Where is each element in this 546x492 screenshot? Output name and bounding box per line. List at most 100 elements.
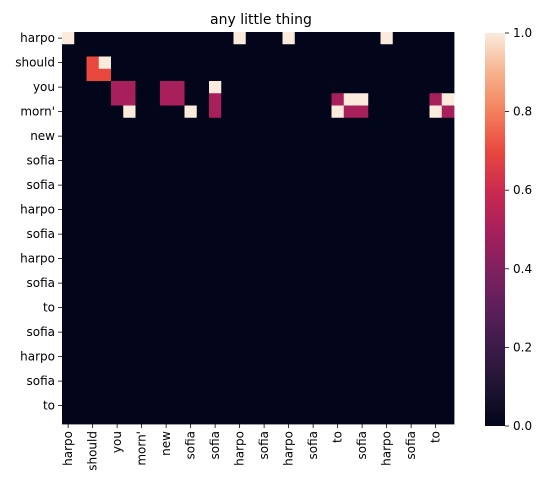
- heatmap-cell: [294, 326, 308, 339]
- heatmap-cell: [123, 387, 136, 400]
- heatmap-cell: [368, 228, 381, 241]
- heatmap-cell: [343, 240, 357, 253]
- heatmap-cell: [184, 240, 198, 253]
- heatmap-cell: [319, 350, 332, 364]
- heatmap-cell: [172, 130, 185, 143]
- heatmap-cell: [392, 228, 406, 241]
- heatmap-cell: [160, 93, 173, 106]
- heatmap-cell: [307, 277, 320, 290]
- heatmap-cell: [147, 93, 161, 106]
- heatmap-cell: [282, 301, 296, 315]
- heatmap-cell: [196, 375, 210, 388]
- heatmap-cell: [147, 326, 161, 339]
- heatmap-cell: [233, 313, 247, 327]
- heatmap-cell: [270, 44, 283, 57]
- heatmap-cell: [98, 166, 112, 180]
- heatmap-cell: [319, 93, 332, 106]
- heatmap-cell: [111, 93, 124, 106]
- heatmap-cell: [380, 56, 394, 70]
- heatmap-cell: [417, 105, 430, 119]
- heatmap-cell: [429, 301, 443, 315]
- heatmap-cell: [98, 130, 112, 143]
- heatmap-cell: [282, 154, 296, 168]
- heatmap-cell: [343, 264, 357, 278]
- heatmap-cell: [429, 203, 443, 217]
- heatmap-cell: [196, 32, 210, 45]
- heatmap-cell: [196, 68, 210, 82]
- heatmap-cell: [160, 130, 173, 143]
- heatmap-cell: [429, 130, 443, 143]
- heatmap-cell: [368, 179, 381, 192]
- heatmap-cell: [282, 350, 296, 364]
- heatmap-cell: [111, 387, 124, 400]
- heatmap-cell: [62, 215, 75, 229]
- heatmap-cell: [417, 154, 430, 168]
- heatmap-cell: [209, 264, 222, 278]
- heatmap-cell: [405, 362, 418, 376]
- heatmap-cell: [307, 179, 320, 192]
- heatmap-cell: [221, 32, 234, 45]
- heatmap-cell: [147, 32, 161, 45]
- heatmap-cell: [294, 68, 308, 82]
- heatmap-cell: [233, 166, 247, 180]
- heatmap-cell: [270, 130, 283, 143]
- heatmap-cell: [98, 411, 112, 425]
- heatmap-cell: [221, 130, 234, 143]
- heatmap-cell: [441, 179, 455, 192]
- heatmap-cell: [331, 105, 345, 119]
- heatmap-cell: [135, 252, 149, 266]
- heatmap-cell: [282, 130, 296, 143]
- heatmap-cell: [74, 81, 87, 94]
- heatmap-cell: [405, 338, 418, 351]
- y-tick-label: harpo: [20, 31, 55, 45]
- heatmap-cell: [380, 399, 394, 413]
- heatmap-cell: [258, 375, 271, 388]
- heatmap-cell: [282, 68, 296, 82]
- heatmap-cell: [417, 142, 430, 155]
- heatmap-cell: [221, 264, 234, 278]
- heatmap-cell: [123, 289, 136, 302]
- heatmap-cell: [245, 240, 259, 253]
- heatmap-cell: [405, 215, 418, 229]
- heatmap-cell: [111, 301, 124, 315]
- heatmap-cell: [368, 56, 381, 70]
- heatmap-cell: [86, 32, 100, 45]
- heatmap-cell: [417, 387, 430, 400]
- heatmap-cell: [172, 252, 185, 266]
- heatmap-cell: [368, 130, 381, 143]
- heatmap-cell: [245, 81, 259, 94]
- heatmap-cell: [429, 240, 443, 253]
- heatmap-cell: [196, 130, 210, 143]
- heatmap-cell: [258, 240, 271, 253]
- heatmap-cell: [405, 277, 418, 290]
- heatmap-cell: [356, 301, 369, 315]
- heatmap-cell: [441, 166, 455, 180]
- heatmap-cell: [368, 289, 381, 302]
- heatmap-cell: [405, 117, 418, 131]
- heatmap-cell: [62, 166, 75, 180]
- heatmap-cell: [86, 203, 100, 217]
- heatmap-cell: [98, 81, 112, 94]
- heatmap-cell: [294, 142, 308, 155]
- heatmap-cell: [270, 264, 283, 278]
- heatmap-cell: [417, 301, 430, 315]
- heatmap-cell: [258, 252, 271, 266]
- heatmap-cell: [123, 264, 136, 278]
- heatmap-cell: [184, 142, 198, 155]
- heatmap-cell: [343, 338, 357, 351]
- heatmap-cell: [429, 179, 443, 192]
- heatmap-cell: [429, 289, 443, 302]
- heatmap-cell: [209, 44, 222, 57]
- heatmap-cell: [429, 117, 443, 131]
- heatmap-cell: [331, 179, 345, 192]
- heatmap-cell: [368, 264, 381, 278]
- heatmap-cell: [405, 81, 418, 94]
- heatmap-cell: [270, 203, 283, 217]
- heatmap-cell: [196, 203, 210, 217]
- heatmap-cell: [184, 93, 198, 106]
- heatmap-cell: [123, 44, 136, 57]
- heatmap-cell: [258, 387, 271, 400]
- heatmap-cell: [184, 228, 198, 241]
- heatmap-cell: [245, 411, 259, 425]
- heatmap-cell: [270, 338, 283, 351]
